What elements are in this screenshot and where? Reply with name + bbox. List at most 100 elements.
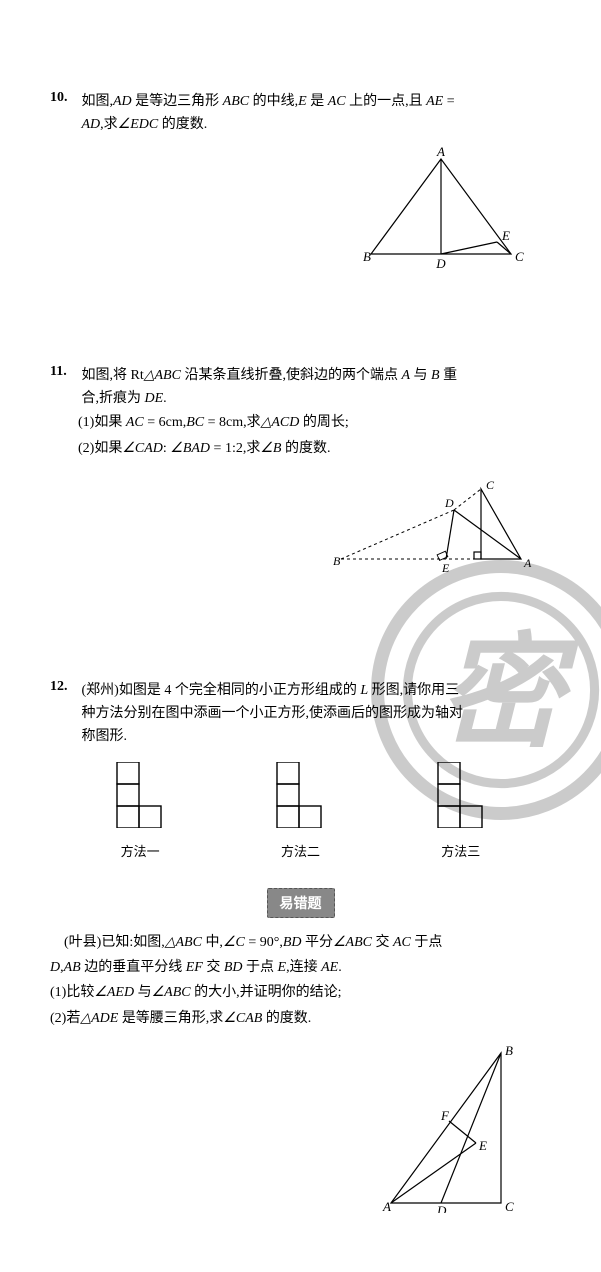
var-EDC: ∠EDC [118, 117, 159, 132]
var-DE: DE [145, 391, 164, 406]
label-E: E [441, 561, 450, 575]
label-A: A [436, 144, 445, 159]
label-A: A [523, 556, 532, 570]
t: 于点 [411, 935, 443, 950]
t: 是 [307, 94, 328, 109]
t: = 1:2,求 [210, 441, 260, 456]
yicuo-sub1: (1)比较∠AED 与∠ABC 的大小,并证明你的结论; [50, 980, 551, 1005]
problem-12: 12. (郑州)如图是 4 个完全相同的小正方形组成的 L 形图,请你用三 种方… [50, 679, 551, 860]
label-D: D [435, 256, 446, 271]
label-E: E [501, 228, 510, 243]
t: = 6cm, [144, 415, 187, 430]
badge-wrap: 易错题 [50, 888, 551, 918]
t: . [338, 960, 342, 975]
var-AC: AC [126, 415, 144, 430]
t: (2)若 [50, 1011, 80, 1026]
error-prone-badge: 易错题 [267, 888, 335, 918]
var-ADE: △ADE [80, 1011, 118, 1026]
method-label: 方法一 [105, 841, 175, 860]
t: 如图是 4 个完全相同的小正方形组成的 [119, 683, 361, 698]
t: 中, [202, 935, 223, 950]
sub-2: (2)如果∠CAD: ∠BAD = 1:2,求∠B 的度数. [78, 436, 551, 461]
problem-number: 10. [50, 90, 78, 106]
t: 沿某条直线折叠,使斜边的两个端点 [181, 368, 402, 383]
var-AE: AE [321, 960, 338, 975]
t: 是等边三角形 [132, 94, 223, 109]
var-BD: BD [283, 935, 302, 950]
t: 合,折痕为 [82, 391, 145, 406]
figure-10: A B C D E [50, 144, 551, 279]
t: (1)比较 [50, 985, 94, 1000]
problem-number: 12. [50, 679, 78, 695]
figure-11: C D B E A [50, 479, 551, 584]
label-C: C [486, 479, 495, 492]
problem-yicuo: (叶县)已知:如图,△ABC 中,∠C = 90°,BD 平分∠ABC 交 AC… [50, 930, 551, 1218]
var-AD2: AD [82, 117, 101, 132]
page-content: 10. 如图,AD 是等边三角形 ABC 的中线,E 是 AC 上的一点,且 A… [50, 90, 551, 1218]
var-BD2: BD [224, 960, 243, 975]
label-D: D [444, 496, 454, 510]
t: 如图,将 Rt [82, 368, 144, 383]
city: (郑州) [82, 683, 119, 698]
t: 交 [203, 960, 224, 975]
t: 已知:如图, [101, 935, 164, 950]
var-E: E [298, 94, 307, 109]
var-ABC2: ∠ABC [333, 935, 372, 950]
t: 如图, [82, 94, 114, 109]
t: 交 [372, 935, 393, 950]
methods-row: 方法一 方法二 方法三 [50, 762, 551, 860]
t: 于点 [243, 960, 278, 975]
t: 上的一点,且 [346, 94, 427, 109]
var-B: ∠B [260, 441, 281, 456]
method-3: 方法三 [426, 762, 496, 860]
t: 的度数. [158, 117, 207, 132]
yicuo-line2: D,AB 边的垂直平分线 EF 交 BD 于点 E,连接 AE. [50, 955, 551, 980]
var-CAD: ∠CAD [122, 441, 163, 456]
var-ABC: △ABC [144, 368, 181, 383]
t: ,连接 [286, 960, 321, 975]
t: 形图,请你用三 [368, 683, 459, 698]
var-AED: ∠AED [94, 985, 134, 1000]
t: (1)如果 [78, 415, 126, 430]
t: = 90°, [245, 935, 283, 950]
t: 重 [440, 368, 458, 383]
var-ACD: △ACD [261, 415, 300, 430]
t: 称图形. [82, 725, 522, 748]
var-AE: AE [426, 94, 443, 109]
yicuo-sub2: (2)若△ADE 是等腰三角形,求∠CAB 的度数. [50, 1006, 551, 1031]
t: = 8cm,求 [204, 415, 261, 430]
var-AB: AB [64, 960, 81, 975]
var-E: E [278, 960, 287, 975]
var-ABC3: ∠ABC [152, 985, 191, 1000]
t: 的度数. [262, 1011, 311, 1026]
problem-number: 11. [50, 364, 78, 380]
yicuo-line1: (叶县)已知:如图,△ABC 中,∠C = 90°,BD 平分∠ABC 交 AC… [50, 930, 551, 955]
var-B: B [431, 368, 440, 383]
label-A: A [382, 1199, 391, 1213]
method-label: 方法二 [265, 841, 335, 860]
var-BAD: ∠BAD [170, 441, 210, 456]
label-E: E [478, 1138, 487, 1153]
t: 的大小,并证明你的结论; [191, 985, 342, 1000]
method-label: 方法三 [426, 841, 496, 860]
problem-10: 10. 如图,AD 是等边三角形 ABC 的中线,E 是 AC 上的一点,且 A… [50, 90, 551, 279]
t: 与 [410, 368, 431, 383]
city: (叶县) [64, 935, 101, 950]
var-ABC: △ABC [165, 935, 202, 950]
method-1: 方法一 [105, 762, 175, 860]
var-ABC: ABC [223, 94, 249, 109]
t: = [443, 94, 454, 109]
problem-11: 11. 如图,将 Rt△ABC 沿某条直线折叠,使斜边的两个端点 A 与 B 重… [50, 364, 551, 584]
label-C: C [505, 1199, 514, 1213]
figure-yicuo: A B C D E F [50, 1043, 551, 1218]
t: 是等腰三角形,求 [118, 1011, 223, 1026]
problem-text: 如图,将 Rt△ABC 沿某条直线折叠,使斜边的两个端点 A 与 B 重 合,折… [82, 364, 522, 410]
var-C: ∠C [223, 935, 245, 950]
t: 的中线, [249, 94, 298, 109]
var-L: L [360, 683, 368, 698]
sub-1: (1)如果 AC = 6cm,BC = 8cm,求△ACD 的周长; [78, 410, 551, 435]
problem-text: (郑州)如图是 4 个完全相同的小正方形组成的 L 形图,请你用三 种方法分别在… [82, 679, 522, 748]
t: 与 [134, 985, 152, 1000]
t: ,求 [100, 117, 118, 132]
method-2: 方法二 [265, 762, 335, 860]
